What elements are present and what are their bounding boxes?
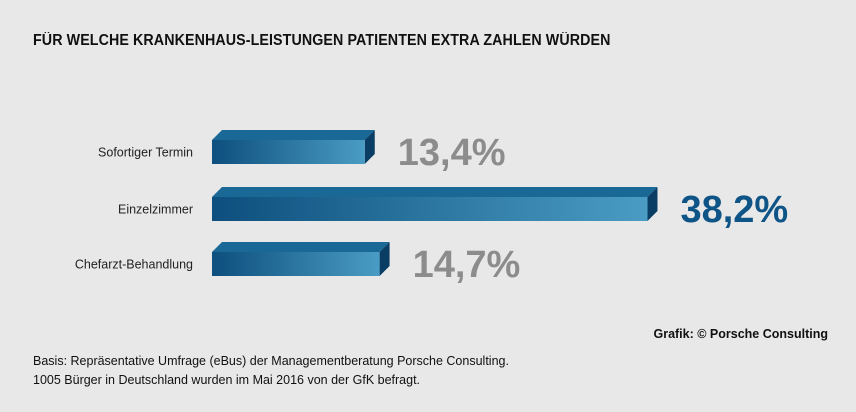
bar [212, 252, 380, 276]
chart-title: FÜR WELCHE KRANKENHAUS-LEISTUNGEN PATIEN… [33, 32, 611, 49]
value-label: 38,2% [680, 189, 788, 231]
value-label: 14,7% [413, 244, 521, 286]
category-label: Einzelzimmer [118, 203, 193, 217]
value-label: 13,4% [398, 132, 506, 174]
bar-top-face [212, 130, 375, 140]
bar [212, 197, 648, 221]
category-label: Chefarzt-Behandlung [75, 258, 193, 272]
bar-side-face [647, 187, 658, 221]
bar-top-face [212, 242, 390, 252]
graphic-credit: Grafik: © Porsche Consulting [653, 327, 828, 341]
source-note-line-1: Basis: Repräsentative Umfrage (eBus) der… [33, 354, 509, 368]
source-note-line-2: 1005 Bürger in Deutschland wurden im Mai… [33, 373, 421, 387]
source-note: Basis: Repräsentative Umfrage (eBus) der… [33, 352, 509, 390]
bar-top-face [212, 187, 658, 197]
bar-side-face [379, 242, 390, 276]
bar [212, 140, 365, 164]
category-label: Sofortiger Termin [98, 146, 193, 160]
bar-side-face [364, 130, 375, 164]
